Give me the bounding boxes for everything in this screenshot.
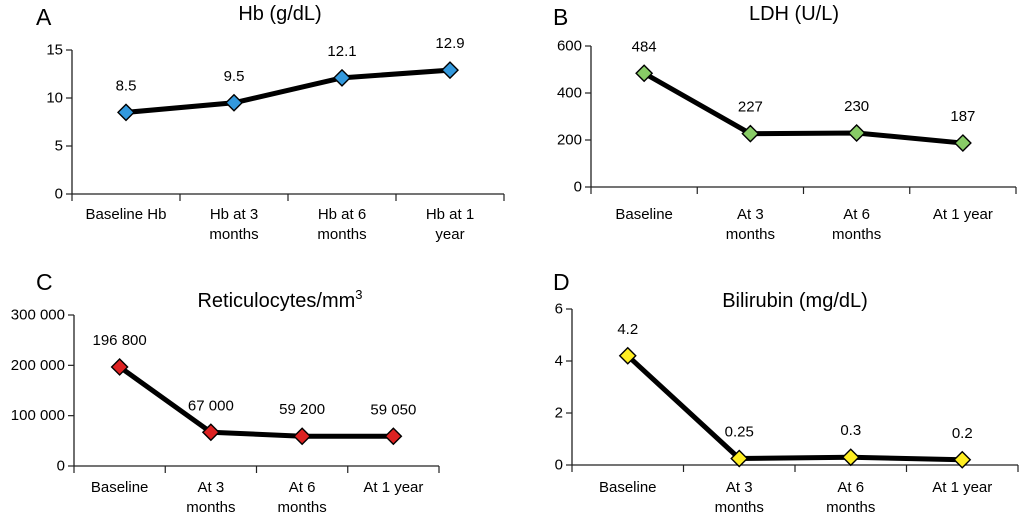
panel-letter: B	[553, 4, 568, 30]
data-label: 230	[844, 98, 869, 115]
y-tick-label: 0	[55, 186, 63, 203]
y-tick-label: 15	[46, 42, 63, 59]
data-point-marker	[635, 64, 654, 83]
data-point-marker	[847, 123, 866, 142]
panel-letter: C	[36, 269, 53, 295]
x-tick-label: At 6 months	[826, 479, 875, 516]
data-label: 0.2	[952, 425, 973, 442]
data-point-marker	[841, 448, 860, 467]
data-point-marker	[201, 423, 220, 442]
x-tick-label: Baseline Hb	[86, 206, 167, 223]
chart-panel-a: A Hb (g/dL) 0 5 10 15 Baseline Hb Hb at 3 months…	[36, 3, 505, 243]
chart-title: Hb (g/dL)	[238, 3, 321, 25]
y-tick-label: 0	[57, 458, 65, 475]
data-point-marker	[730, 449, 749, 468]
data-point-marker	[293, 427, 312, 446]
y-tick-label: 600	[557, 38, 582, 55]
x-tick-label: Baseline	[615, 206, 673, 223]
x-tick-label: Hb at 3 months	[209, 206, 258, 243]
data-label: 227	[738, 99, 763, 116]
y-tick-label: 200 000	[11, 357, 65, 374]
y-tick-label: 2	[555, 405, 563, 422]
data-point-marker	[441, 61, 459, 80]
data-point-marker	[333, 68, 351, 87]
data-point-marker	[953, 450, 972, 469]
y-tick-label: 0	[555, 457, 563, 474]
data-label: 484	[632, 38, 657, 55]
x-tick-label: At 1 year	[932, 479, 992, 496]
data-label: 9.5	[224, 68, 245, 85]
y-tick-label: 400	[557, 85, 582, 102]
data-label: 59 200	[279, 401, 325, 418]
data-label: 4.2	[617, 321, 638, 338]
data-label: 12.9	[435, 35, 464, 52]
data-label: 67 000	[188, 397, 234, 414]
y-tick-label: 0	[574, 179, 582, 196]
data-label: 0.3	[840, 422, 861, 439]
data-label: 59 050	[370, 401, 416, 418]
chart-title: Bilirubin (mg/dL)	[722, 290, 868, 312]
x-tick-label: Hb at 6 months	[317, 206, 366, 243]
data-label: 8.5	[116, 77, 137, 94]
data-label: 0.25	[725, 424, 754, 441]
x-tick-label: At 1 year	[363, 479, 423, 496]
x-tick-label: Hb at 1 year	[426, 206, 474, 243]
chart-title: LDH (U/L)	[749, 3, 839, 25]
chart-panel-d: D Bilirubin (mg/dL) 0 2 4 6 Baseline At 3 months…	[553, 269, 1019, 516]
chart-panel-c: C Reticulocytes/mm3 0 100 000 200 000 300 000…	[11, 269, 440, 516]
series-line	[123, 67, 453, 115]
y-tick-label: 100 000	[11, 407, 65, 424]
x-tick-label: At 3 months	[715, 479, 764, 516]
y-tick-label: 10	[46, 90, 63, 107]
panel-letter: A	[36, 4, 52, 30]
chart-title: Reticulocytes/mm3	[197, 287, 362, 312]
data-point-marker	[384, 427, 403, 446]
panel-letter: D	[553, 269, 570, 295]
x-tick-label: Baseline	[91, 479, 149, 496]
x-tick-label: At 6 months	[278, 479, 327, 516]
data-label: 187	[950, 108, 975, 125]
series-line	[641, 70, 966, 146]
y-tick-label: 300 000	[11, 307, 65, 324]
data-point-marker	[110, 357, 129, 376]
data-label: 196 800	[93, 332, 147, 349]
data-point-marker	[117, 103, 135, 122]
x-tick-label: At 3 months	[186, 479, 235, 516]
data-point-marker	[741, 124, 760, 143]
series-line	[117, 364, 396, 439]
x-tick-label: At 1 year	[933, 206, 993, 223]
x-tick-label: Baseline	[599, 479, 657, 496]
y-tick-label: 200	[557, 132, 582, 149]
data-label: 12.1	[327, 43, 356, 60]
data-point-marker	[953, 134, 972, 153]
series-line	[625, 353, 965, 463]
data-point-marker	[225, 93, 243, 112]
x-tick-label: At 6 months	[832, 206, 881, 243]
y-tick-label: 6	[555, 301, 563, 318]
data-point-marker	[618, 346, 637, 365]
chart-panel-b: B LDH (U/L) 0 200 400 600 Baseline At 3 months At…	[553, 3, 1017, 243]
y-tick-label: 4	[555, 353, 563, 370]
x-tick-label: At 3 months	[726, 206, 775, 243]
y-tick-label: 5	[55, 138, 63, 155]
